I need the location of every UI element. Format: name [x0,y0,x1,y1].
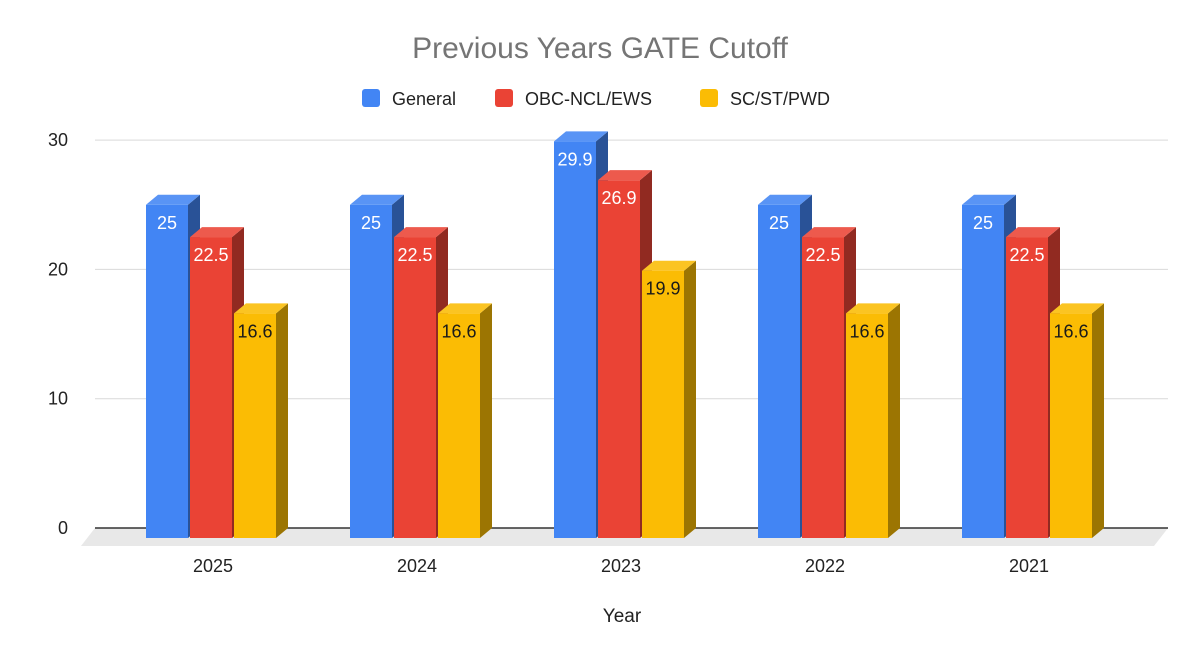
data-label: 22.5 [805,245,840,265]
legend-swatch [495,89,513,107]
bar-2022-sc-st-pwd [846,303,900,538]
bar-side-face [888,303,900,538]
bar-top-face [234,303,288,314]
bar-2023-obc-ncl-ews [598,170,652,539]
bar-top-face [846,303,900,314]
bar-front-face [802,237,844,538]
x-axis-title: Year [603,606,642,627]
bar-front-face [1050,313,1092,538]
y-tick-label: 20 [48,259,68,279]
bar-side-face [480,303,492,538]
data-label: 16.6 [237,321,272,341]
data-label: 25 [361,213,381,233]
bar-top-face [642,260,696,271]
bar-top-face [802,227,856,238]
bar-top-face [962,194,1016,205]
data-label: 25 [157,213,177,233]
bar-2025-sc-st-pwd [234,303,288,538]
bar-2024-sc-st-pwd [438,303,492,538]
bar-front-face [758,204,800,538]
bar-top-face [350,194,404,205]
data-label: 25 [769,213,789,233]
y-tick-label: 30 [48,130,68,150]
data-label: 22.5 [397,245,432,265]
y-tick-label: 10 [48,389,68,409]
chart-title: Previous Years GATE Cutoff [412,32,788,65]
bar-front-face [350,204,392,538]
bar-side-face [276,303,288,538]
legend-label: General [392,89,456,109]
legend-swatch [362,89,380,107]
legend-label: OBC-NCL/EWS [525,89,652,109]
bar-front-face [394,237,436,538]
bar-top-face [1050,303,1104,314]
data-label: 22.5 [1009,245,1044,265]
data-label: 16.6 [441,321,476,341]
bar-top-face [146,194,200,205]
data-label: 25 [973,213,993,233]
bar-top-face [554,131,608,142]
bar-side-face [1092,303,1104,538]
y-tick-label: 0 [58,518,68,538]
x-tick-label: 2025 [193,556,233,576]
legend: General OBC-NCL/EWS SC/ST/PWD [362,89,830,109]
bar-front-face [554,141,596,538]
x-tick-label: 2021 [1009,556,1049,576]
bar-top-face [190,227,244,238]
bar-top-face [394,227,448,238]
legend-item-general: General [362,89,456,109]
data-label: 19.9 [645,279,680,299]
x-axis-ticks: 2025 2024 2023 2022 2021 [193,556,1049,576]
data-label: 29.9 [557,149,592,169]
bar-top-face [1006,227,1060,238]
bar-top-face [598,170,652,181]
y-axis-ticks: 0 10 20 30 [48,130,68,538]
legend-item-obc-ncl-ews: OBC-NCL/EWS [495,89,652,109]
bar-front-face [438,313,480,538]
bar-2021-sc-st-pwd [1050,303,1104,538]
bar-front-face [598,180,640,539]
bar-front-face [642,270,684,538]
bar-front-face [190,237,232,538]
legend-swatch [700,89,718,107]
x-tick-label: 2023 [601,556,641,576]
bar-front-face [846,313,888,538]
data-label: 16.6 [1053,321,1088,341]
data-label: 26.9 [601,188,636,208]
legend-item-sc-st-pwd: SC/ST/PWD [700,89,830,109]
bar-front-face [962,204,1004,538]
x-tick-label: 2024 [397,556,437,576]
bars [146,131,1104,539]
data-label: 22.5 [193,245,228,265]
bar-front-face [1006,237,1048,538]
bar-top-face [438,303,492,314]
bar-front-face [146,204,188,538]
data-labels: 25 22.5 16.6 25 22.5 16.6 29.9 26.9 19.9 25 22.5 16… [157,149,1089,341]
bar-2023-sc-st-pwd [642,260,696,538]
bar-front-face [234,313,276,538]
data-label: 16.6 [849,321,884,341]
legend-label: SC/ST/PWD [730,89,830,109]
x-tick-label: 2022 [805,556,845,576]
bar-top-face [758,194,812,205]
bar-side-face [684,260,696,538]
